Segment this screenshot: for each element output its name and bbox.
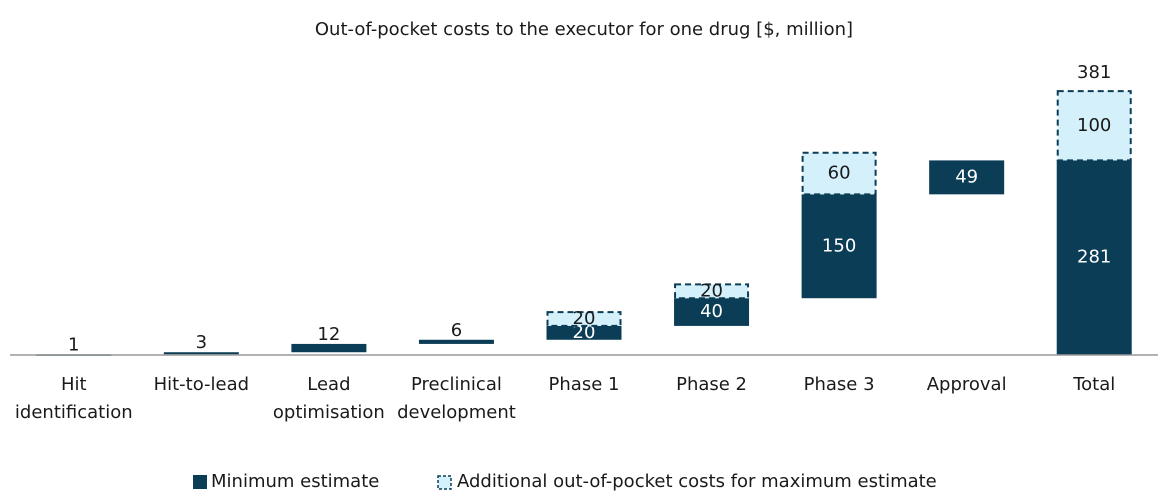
legend-label: Minimum estimate xyxy=(211,471,379,492)
bar-minimum xyxy=(163,352,239,355)
data-label: 281 xyxy=(1077,247,1111,268)
data-label: 20 xyxy=(573,308,596,329)
x-tick-label: Hit xyxy=(61,374,87,395)
data-label: 3 xyxy=(196,332,207,353)
bar-minimum xyxy=(291,343,367,353)
chart-title: Out-of-pocket costs to the executor for … xyxy=(315,19,853,40)
data-label: 6 xyxy=(451,320,462,341)
x-tick-label: Phase 3 xyxy=(804,374,875,395)
x-tick-label: Hit-to-lead xyxy=(154,374,250,395)
legend-swatch xyxy=(437,475,452,490)
data-label: 49 xyxy=(955,166,978,187)
x-tick-label: Total xyxy=(1072,374,1115,395)
bar-minimum xyxy=(418,339,494,344)
x-tick-label: development xyxy=(397,402,516,423)
legend-swatch xyxy=(193,475,207,489)
bar-minimum xyxy=(801,194,877,299)
x-tick-label: Phase 1 xyxy=(549,374,620,395)
data-label: 150 xyxy=(822,235,856,256)
x-tick-label: Lead xyxy=(307,374,350,395)
bar-minimum xyxy=(546,325,622,340)
data-label: 12 xyxy=(317,324,340,345)
bar-minimum xyxy=(1056,160,1132,355)
bar-additional xyxy=(546,311,622,327)
bar-minimum xyxy=(674,298,750,326)
total-label: 381 xyxy=(1077,62,1111,83)
data-label: 20 xyxy=(700,280,723,301)
x-tick-label: Approval xyxy=(927,374,1007,395)
x-tick-label: optimisation xyxy=(273,402,385,423)
data-label: 100 xyxy=(1077,115,1111,136)
x-tick-label: identification xyxy=(15,402,133,423)
bar-minimum xyxy=(929,160,1005,195)
data-label: 60 xyxy=(828,163,851,184)
bar-additional xyxy=(1056,90,1132,162)
data-label: 20 xyxy=(573,322,596,343)
data-label: 40 xyxy=(700,301,723,322)
x-tick-label: Phase 2 xyxy=(676,374,747,395)
x-tick-label: Preclinical xyxy=(411,374,502,395)
data-label: 1 xyxy=(68,334,79,355)
bar-additional xyxy=(674,283,750,300)
legend-label: Additional out-of-pocket costs for maxim… xyxy=(457,471,937,492)
bar-additional xyxy=(801,151,877,196)
